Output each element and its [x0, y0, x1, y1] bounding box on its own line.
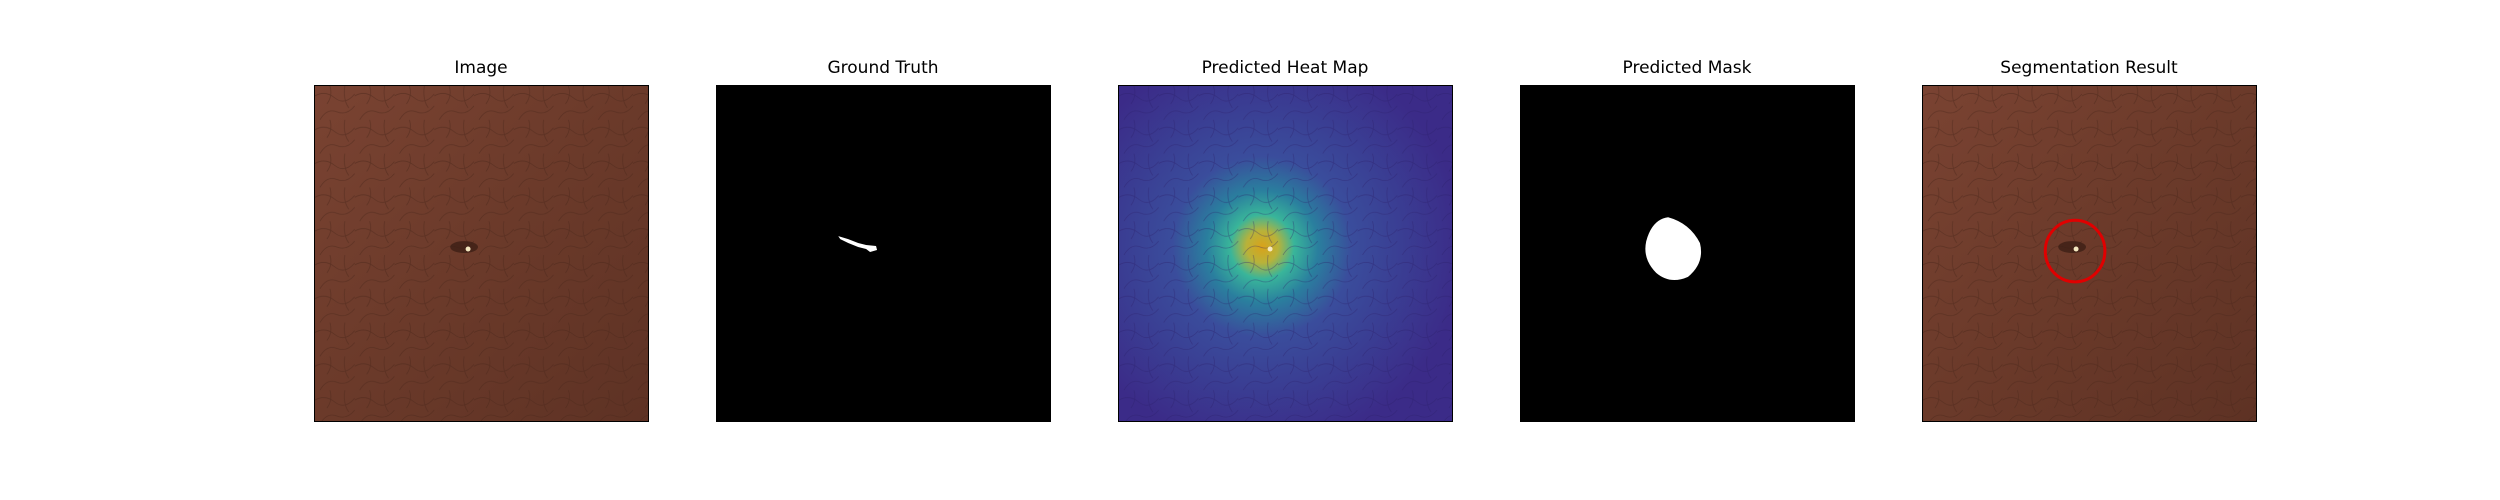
predicted-mask-region — [1645, 217, 1702, 281]
panel-title-mask: Predicted Mask — [1622, 58, 1752, 78]
leather-image — [315, 86, 648, 421]
heat-map-image — [1119, 86, 1452, 421]
predicted-mask — [1521, 86, 1854, 421]
ground-truth-region — [838, 236, 878, 253]
panel-title-heat-map: Predicted Heat Map — [1201, 58, 1369, 78]
panel-title-segmentation: Segmentation Result — [2000, 58, 2178, 78]
panel-title-ground-truth: Ground Truth — [827, 58, 939, 78]
defect-highlight — [465, 246, 471, 252]
segmentation-contour — [2043, 218, 2107, 284]
heat-map-panel — [1118, 85, 1453, 422]
defect-highlight — [2073, 246, 2079, 252]
segmentation-image — [1923, 86, 2256, 421]
defect-hole — [450, 241, 479, 254]
ground-truth-mask — [717, 86, 1050, 421]
panel-title-image: Image — [454, 58, 508, 78]
defect-hole — [2058, 241, 2087, 254]
segmentation-panel — [1922, 85, 2257, 422]
heat-map-hotspot — [1267, 246, 1273, 252]
ground-truth-panel — [716, 85, 1051, 422]
mask-panel — [1520, 85, 1855, 422]
image-panel — [314, 85, 649, 422]
